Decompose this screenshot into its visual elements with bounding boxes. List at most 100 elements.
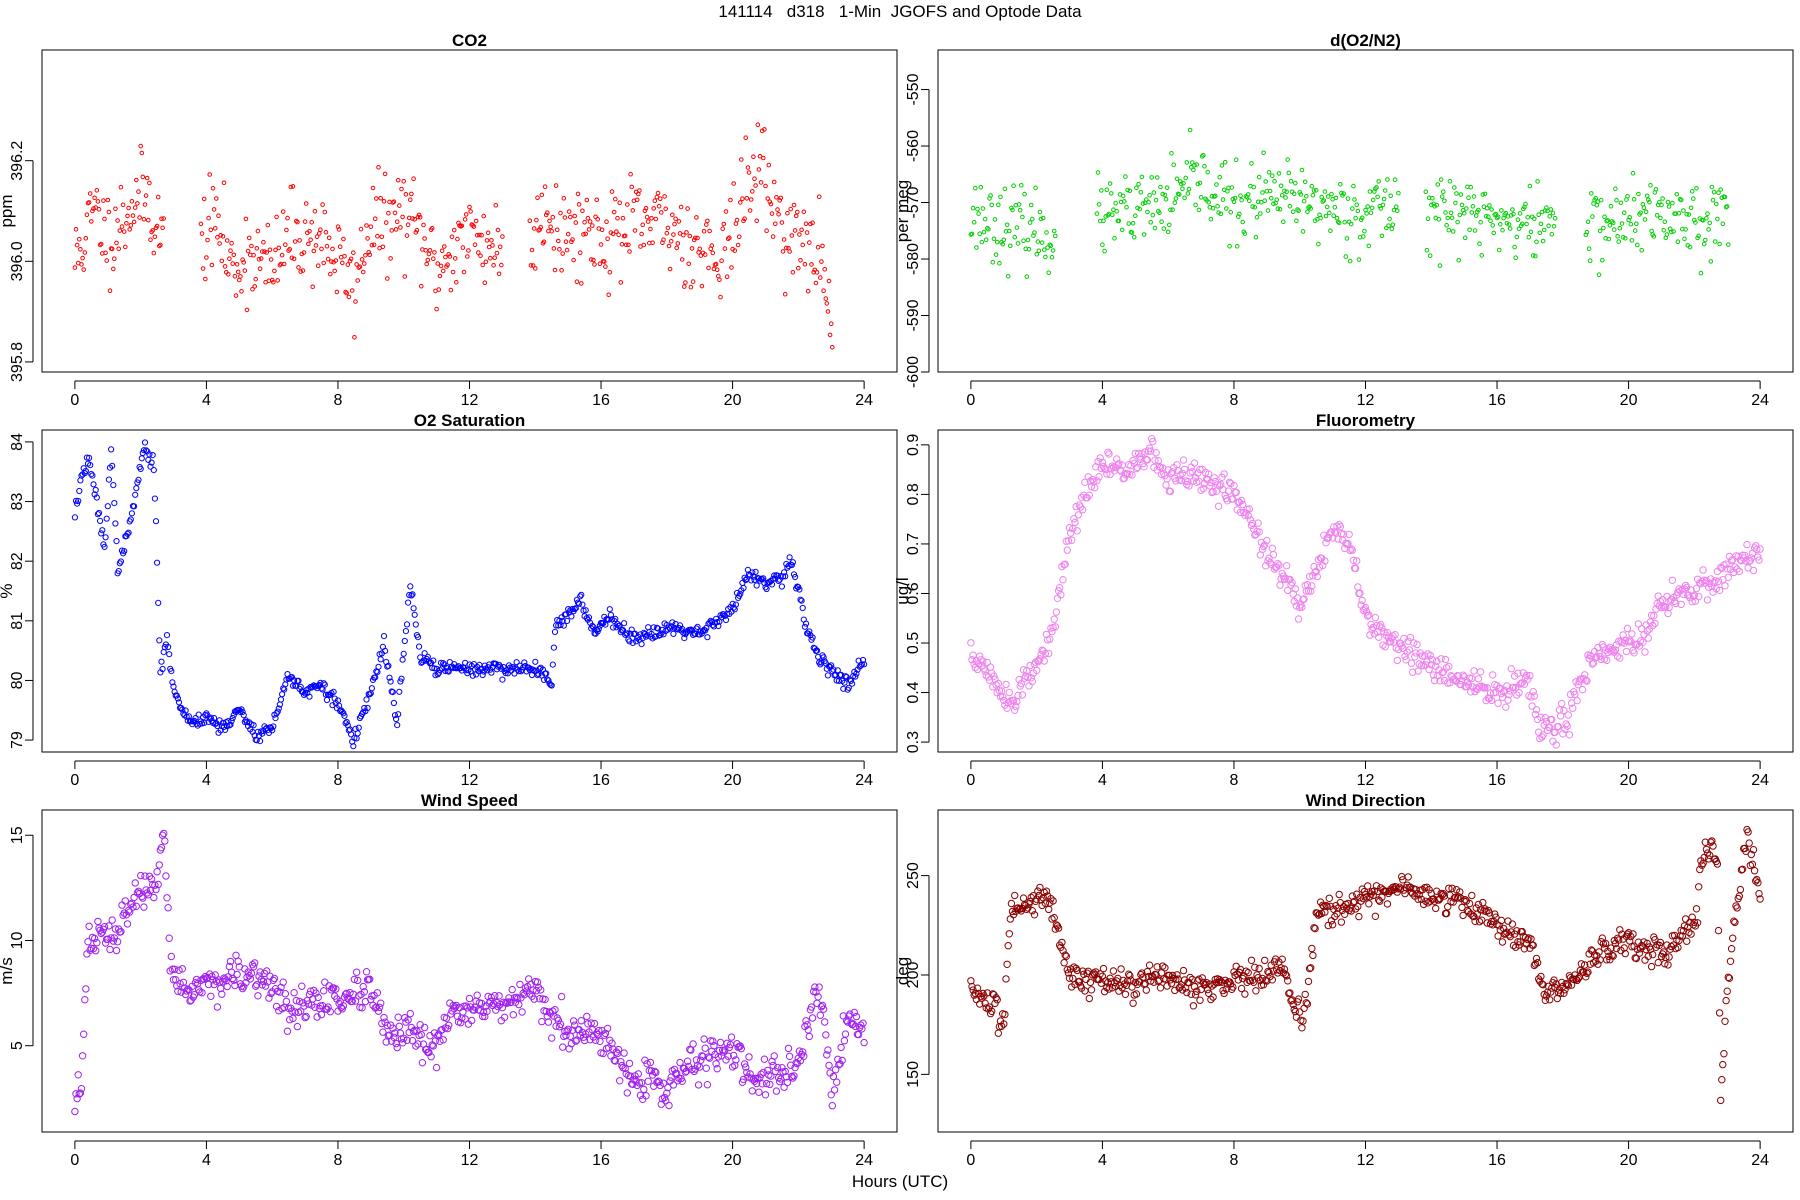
co2-point (682, 284, 687, 289)
do2n2-point (1318, 215, 1323, 221)
co2-point (323, 229, 329, 235)
winddir-point (1206, 980, 1214, 988)
fluor-point (1563, 722, 1571, 730)
fluor-point (1529, 688, 1537, 696)
co2-title: CO2 (452, 31, 487, 50)
do2n2-point (1262, 198, 1267, 203)
do2n2-point (1546, 223, 1551, 229)
co2-point (400, 214, 405, 220)
do2n2-point (1268, 195, 1274, 201)
winddir-point (1459, 911, 1467, 920)
winddir-point (1328, 921, 1337, 929)
do2n2-point (1192, 162, 1197, 168)
do2n2-point (1584, 229, 1590, 235)
co2-point (346, 294, 352, 300)
fluor-point (1209, 488, 1217, 496)
co2-point (705, 218, 710, 224)
windspeed-point (238, 984, 247, 993)
do2n2-point (969, 231, 975, 237)
o2sat-point (361, 704, 368, 712)
windspeed-point (686, 1045, 694, 1054)
windspeed-point (551, 1006, 559, 1014)
co2-point (707, 228, 712, 234)
winddir-point (1144, 972, 1153, 981)
windspeed-point (730, 1051, 738, 1060)
winddir-point (1533, 959, 1542, 967)
o2sat-x-tick-label: 20 (724, 772, 742, 789)
co2-point (720, 226, 726, 231)
o2sat-point (133, 485, 140, 492)
o2sat-point (792, 573, 799, 581)
co2-point (315, 263, 321, 269)
windspeed-point (673, 1069, 681, 1078)
co2-point (554, 227, 560, 233)
windspeed-point (436, 1037, 444, 1046)
co2-point (740, 196, 745, 201)
winddir-point (1261, 956, 1269, 965)
co2-x-tick-label: 12 (461, 392, 479, 409)
co2-point (389, 228, 395, 233)
co2-point (146, 217, 151, 223)
do2n2-point (1164, 185, 1170, 190)
o2sat-point (257, 738, 264, 745)
co2-point (537, 227, 543, 232)
do2n2-point (1642, 217, 1648, 222)
winddir-point (1513, 927, 1521, 935)
do2n2-point (1535, 179, 1540, 184)
windspeed-point (556, 1020, 565, 1029)
windspeed-point (818, 1001, 827, 1010)
co2-point (126, 205, 131, 211)
co2-point (381, 199, 387, 204)
co2-point (201, 196, 207, 202)
winddir-point (1719, 1060, 1727, 1069)
windspeed-point (799, 1048, 807, 1056)
do2n2-point (1648, 183, 1653, 188)
o2sat-point (274, 708, 281, 715)
windspeed-point (311, 1003, 319, 1011)
co2-point (417, 215, 423, 220)
co2-point (238, 274, 243, 279)
windspeed-point (483, 1007, 491, 1015)
fluor-point (994, 679, 1002, 688)
do2n2-point (1220, 197, 1226, 202)
winddir-point (1696, 865, 1704, 874)
windspeed-point (157, 844, 166, 852)
do2n2-point (1038, 216, 1044, 222)
winddir-point (1514, 938, 1522, 946)
co2-point (226, 272, 231, 277)
do2n2-point (1718, 187, 1723, 192)
winddir-point (1670, 931, 1679, 940)
o2sat-point (778, 583, 786, 590)
fluor-point (1308, 582, 1316, 590)
co2-point (211, 207, 217, 212)
fluor-points (967, 435, 1764, 749)
fluor-point (1664, 609, 1672, 618)
winddir-point (1301, 990, 1309, 999)
co2-point (220, 234, 226, 239)
co2-point (605, 236, 610, 241)
do2n2-point (1703, 237, 1708, 243)
windspeed-point (263, 967, 271, 975)
windspeed-point (242, 979, 250, 987)
winddir-point (1006, 915, 1014, 923)
winddir-point (1346, 904, 1354, 912)
do2n2-point (1712, 239, 1718, 244)
fluor-point (1403, 648, 1411, 656)
co2-point (809, 262, 814, 267)
windspeed-point (739, 1075, 748, 1084)
winddir-point (1491, 910, 1499, 918)
windspeed-point (791, 1063, 799, 1072)
windspeed-point (358, 1004, 366, 1012)
fluor-point (1347, 545, 1355, 553)
co2-point (818, 275, 823, 280)
o2sat-y-tick-label: 79 (9, 731, 26, 749)
co2-point (618, 280, 624, 285)
o2sat-point (551, 628, 559, 636)
o2sat-point (405, 599, 412, 606)
co2-point (258, 256, 264, 261)
do2n2-point (1336, 220, 1342, 226)
windspeed-point (141, 872, 149, 880)
fluor-point (1083, 494, 1091, 502)
do2n2-point (1684, 212, 1689, 217)
fluor-point (1185, 482, 1193, 490)
